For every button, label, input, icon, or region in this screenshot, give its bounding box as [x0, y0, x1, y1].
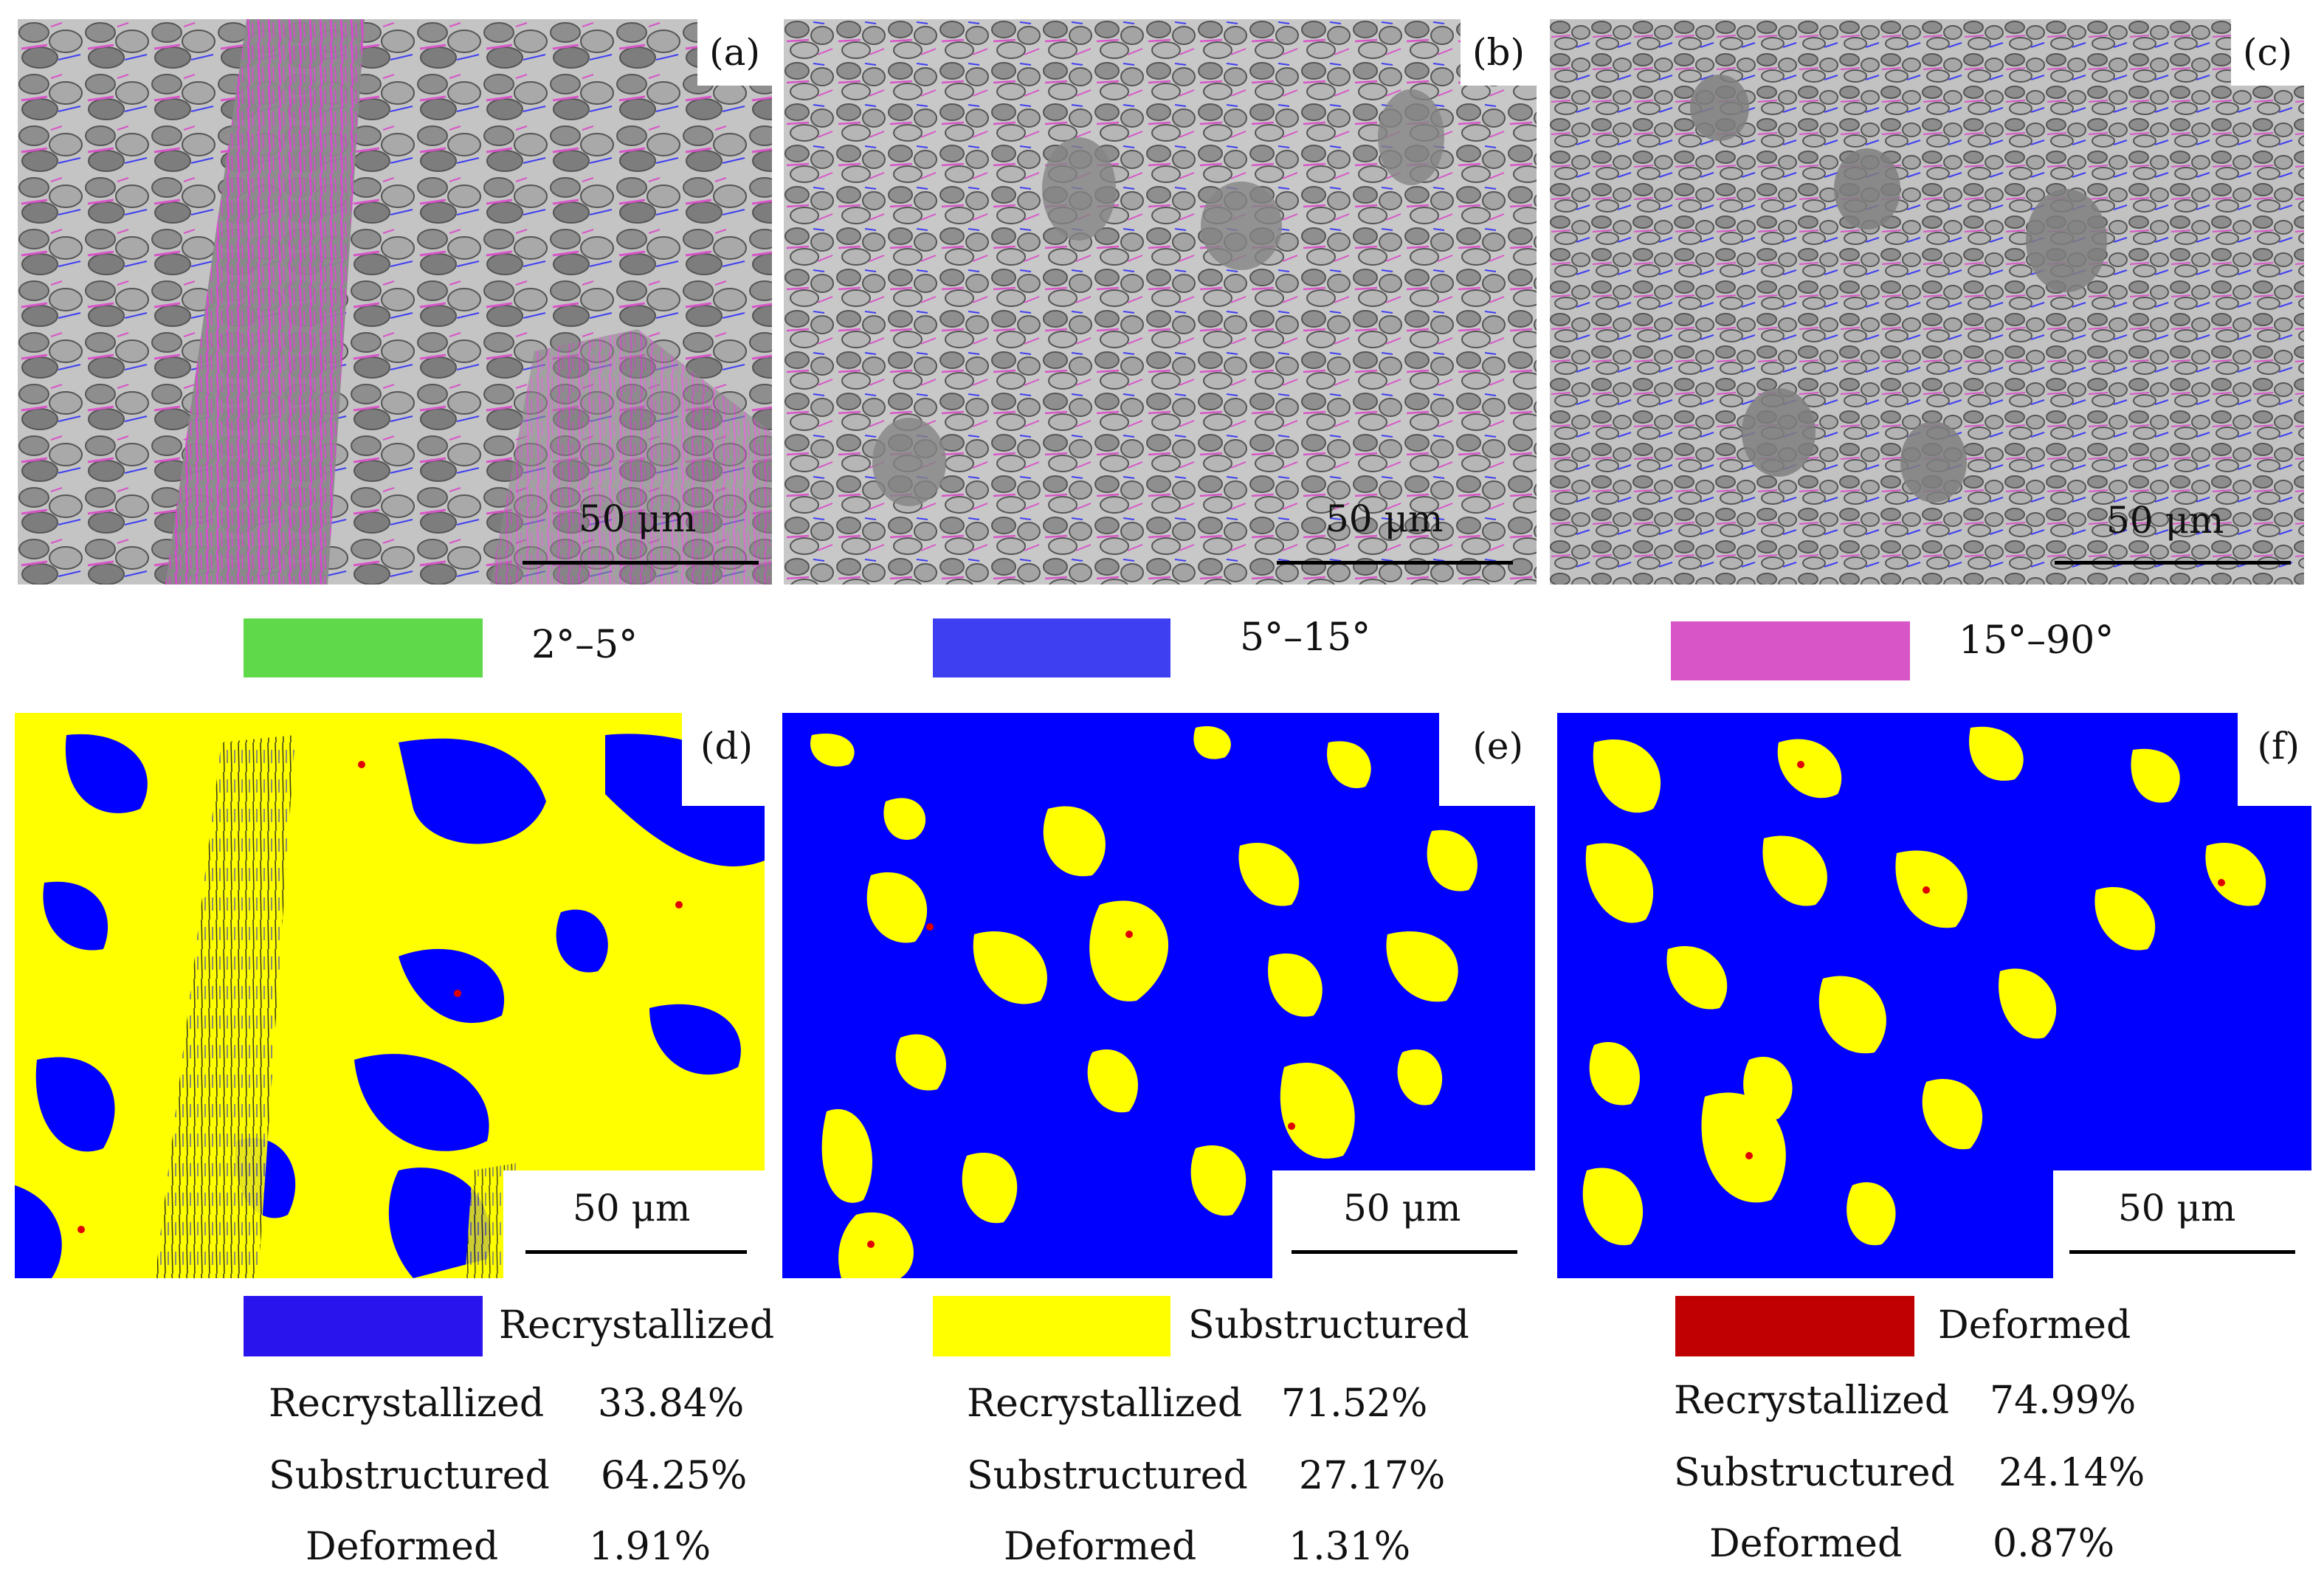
panel-a-boundary-map: (a) 50 μm — [18, 19, 772, 584]
legend-swatch-substructured — [933, 1296, 1170, 1356]
panel-d-label: (d) — [688, 713, 765, 779]
panel-c-scale-bar: 50 μm — [2055, 492, 2291, 565]
stat-d-substructured-label: Substructured — [269, 1454, 550, 1498]
legend-swatch-15-90 — [1671, 621, 1910, 680]
panel-b-scale-line — [1277, 561, 1513, 565]
stat-e-substructured-value: 27.17% — [1299, 1454, 1446, 1498]
panel-d-scale-label: 50 μm — [573, 1187, 691, 1230]
stat-f-deformed-value: 0.87% — [1993, 1522, 2115, 1566]
panel-b-scale-label: 50 μm — [1325, 497, 1444, 540]
stat-f-recrystallized-label: Recrystallized — [1674, 1379, 1950, 1423]
stat-e-recrystallized-value: 71.52% — [1281, 1382, 1428, 1426]
legend-swatch-2-5 — [244, 618, 483, 677]
stat-d-recrystallized-value: 33.84% — [598, 1382, 745, 1426]
stat-e-substructured-label: Substructured — [967, 1454, 1248, 1498]
panel-c-scale-line — [2055, 561, 2291, 565]
panel-a-label: (a) — [697, 19, 772, 86]
panel-f-label: (f) — [2245, 713, 2311, 779]
panel-e-scale-bar: 50 μm — [1292, 1190, 1517, 1263]
stat-e-deformed-label: Deformed — [1004, 1525, 1197, 1569]
legend-swatch-deformed — [1675, 1296, 1914, 1356]
panel-f-scale-line — [2069, 1250, 2295, 1254]
panel-c-image — [1550, 19, 2304, 584]
panel-b-scale-bar: 50 μm — [1277, 484, 1513, 565]
panel-f-image — [1557, 713, 2311, 1278]
panel-e-label: (e) — [1461, 713, 1535, 779]
legend-label-5-15: 5°–15° — [1240, 615, 1371, 660]
stat-f-deformed-label: Deformed — [1709, 1522, 1903, 1566]
panel-a-scale-line — [523, 561, 759, 565]
legend-label-recrystallized: Recrystallized — [499, 1303, 775, 1348]
panel-d-scale-line — [525, 1250, 747, 1254]
stat-f-substructured-label: Substructured — [1674, 1451, 1955, 1495]
panel-e-image — [782, 713, 1535, 1278]
panel-f-scale-label: 50 μm — [2118, 1187, 2236, 1230]
legend-swatch-recrystallized — [244, 1296, 483, 1356]
panel-d-grain-map: (d) 50 μm — [15, 713, 765, 1278]
panel-d-scale-box — [503, 1170, 765, 1278]
panel-c-scale-label: 50 μm — [2106, 499, 2224, 542]
legend-label-substructured: Substructured — [1188, 1303, 1469, 1348]
stat-e-deformed-value: 1.31% — [1289, 1525, 1411, 1569]
panel-e-scale-line — [1292, 1250, 1517, 1254]
panel-d-scale-bar: 50 μm — [525, 1190, 747, 1263]
stat-d-recrystallized-label: Recrystallized — [269, 1382, 545, 1426]
panel-b-image — [784, 19, 1537, 584]
panel-e-grain-map: (e) 50 μm — [782, 713, 1535, 1278]
panel-e-scale-box — [1272, 1170, 1535, 1278]
panel-b-label: (b) — [1460, 19, 1537, 86]
legend-label-2-5: 2°–5° — [531, 623, 638, 667]
stat-f-substructured-value: 24.14% — [1999, 1451, 2145, 1495]
panel-f-scale-box — [2053, 1170, 2311, 1278]
panel-a-scale-label: 50 μm — [579, 497, 697, 540]
panel-a-scale-bar: 50 μm — [523, 484, 759, 565]
stat-f-recrystallized-value: 74.99% — [1990, 1379, 2137, 1423]
panel-a-image — [18, 19, 772, 584]
panel-f-grain-map: (f) 50 μm — [1557, 713, 2311, 1278]
panel-b-boundary-map: (b) 50 μm — [784, 19, 1537, 584]
stat-d-deformed-value: 1.91% — [589, 1525, 711, 1569]
legend-label-15-90: 15°–90° — [1959, 618, 2114, 663]
panel-d-image — [15, 713, 765, 1278]
stat-d-deformed-label: Deformed — [306, 1525, 499, 1569]
legend-label-deformed: Deformed — [1938, 1303, 2131, 1348]
panel-c-label: (c) — [2230, 19, 2304, 86]
panel-c-boundary-map: (c) 50 μm — [1550, 19, 2304, 584]
legend-swatch-5-15 — [933, 618, 1170, 677]
stat-e-recrystallized-label: Recrystallized — [967, 1382, 1243, 1426]
stat-d-substructured-value: 64.25% — [601, 1454, 748, 1498]
panel-e-scale-label: 50 μm — [1343, 1187, 1461, 1230]
panel-f-scale-bar: 50 μm — [2069, 1190, 2295, 1263]
